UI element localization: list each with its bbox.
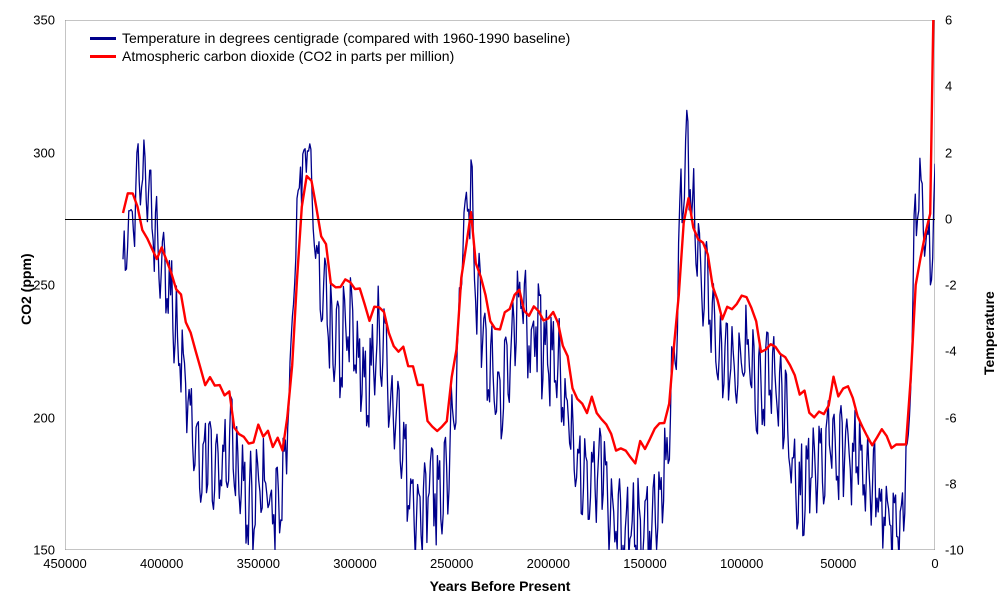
y1-tick-label: 300 <box>33 145 55 160</box>
x-axis-label: Years Before Present <box>430 578 571 594</box>
legend-label-temperature: Temperature in degrees centigrade (compa… <box>122 30 570 46</box>
chart-legend: Temperature in degrees centigrade (compa… <box>90 30 570 64</box>
y1-axis-label: CO2 (ppm) <box>18 253 34 325</box>
x-tick-label: 150000 <box>623 556 666 571</box>
x-tick-label: 0 <box>931 556 938 571</box>
y2-tick-label: 4 <box>945 79 952 94</box>
y2-tick-label: 2 <box>945 145 952 160</box>
legend-label-co2: Atmospheric carbon dioxide (CO2 in parts… <box>122 48 454 64</box>
x-tick-label: 250000 <box>430 556 473 571</box>
legend-swatch-temperature <box>90 37 116 40</box>
y2-tick-label: -8 <box>945 476 957 491</box>
y2-axis-label: Temperature (difference) <box>981 291 1000 375</box>
chart-container: Temperature in degrees centigrade (compa… <box>0 0 1000 614</box>
y1-tick-label: 250 <box>33 278 55 293</box>
x-tick-label: 350000 <box>237 556 280 571</box>
zero-reference-line <box>65 219 935 220</box>
legend-item-co2: Atmospheric carbon dioxide (CO2 in parts… <box>90 48 570 64</box>
y1-tick-label: 200 <box>33 410 55 425</box>
y2-tick-label: 6 <box>945 13 952 28</box>
y2-tick-label: 0 <box>945 211 952 226</box>
x-tick-label: 200000 <box>527 556 570 571</box>
x-tick-label: 400000 <box>140 556 183 571</box>
legend-swatch-co2 <box>90 55 116 58</box>
chart-plot-area <box>65 20 935 550</box>
x-tick-label: 50000 <box>820 556 856 571</box>
legend-item-temperature: Temperature in degrees centigrade (compa… <box>90 30 570 46</box>
y1-tick-label: 150 <box>33 543 55 558</box>
y2-tick-label: -2 <box>945 278 957 293</box>
y1-tick-label: 350 <box>33 13 55 28</box>
x-tick-label: 300000 <box>333 556 376 571</box>
y2-tick-label: -10 <box>945 543 964 558</box>
x-tick-label: 100000 <box>720 556 763 571</box>
y2-tick-label: -6 <box>945 410 957 425</box>
x-tick-label: 450000 <box>43 556 86 571</box>
y2-tick-label: -4 <box>945 344 957 359</box>
